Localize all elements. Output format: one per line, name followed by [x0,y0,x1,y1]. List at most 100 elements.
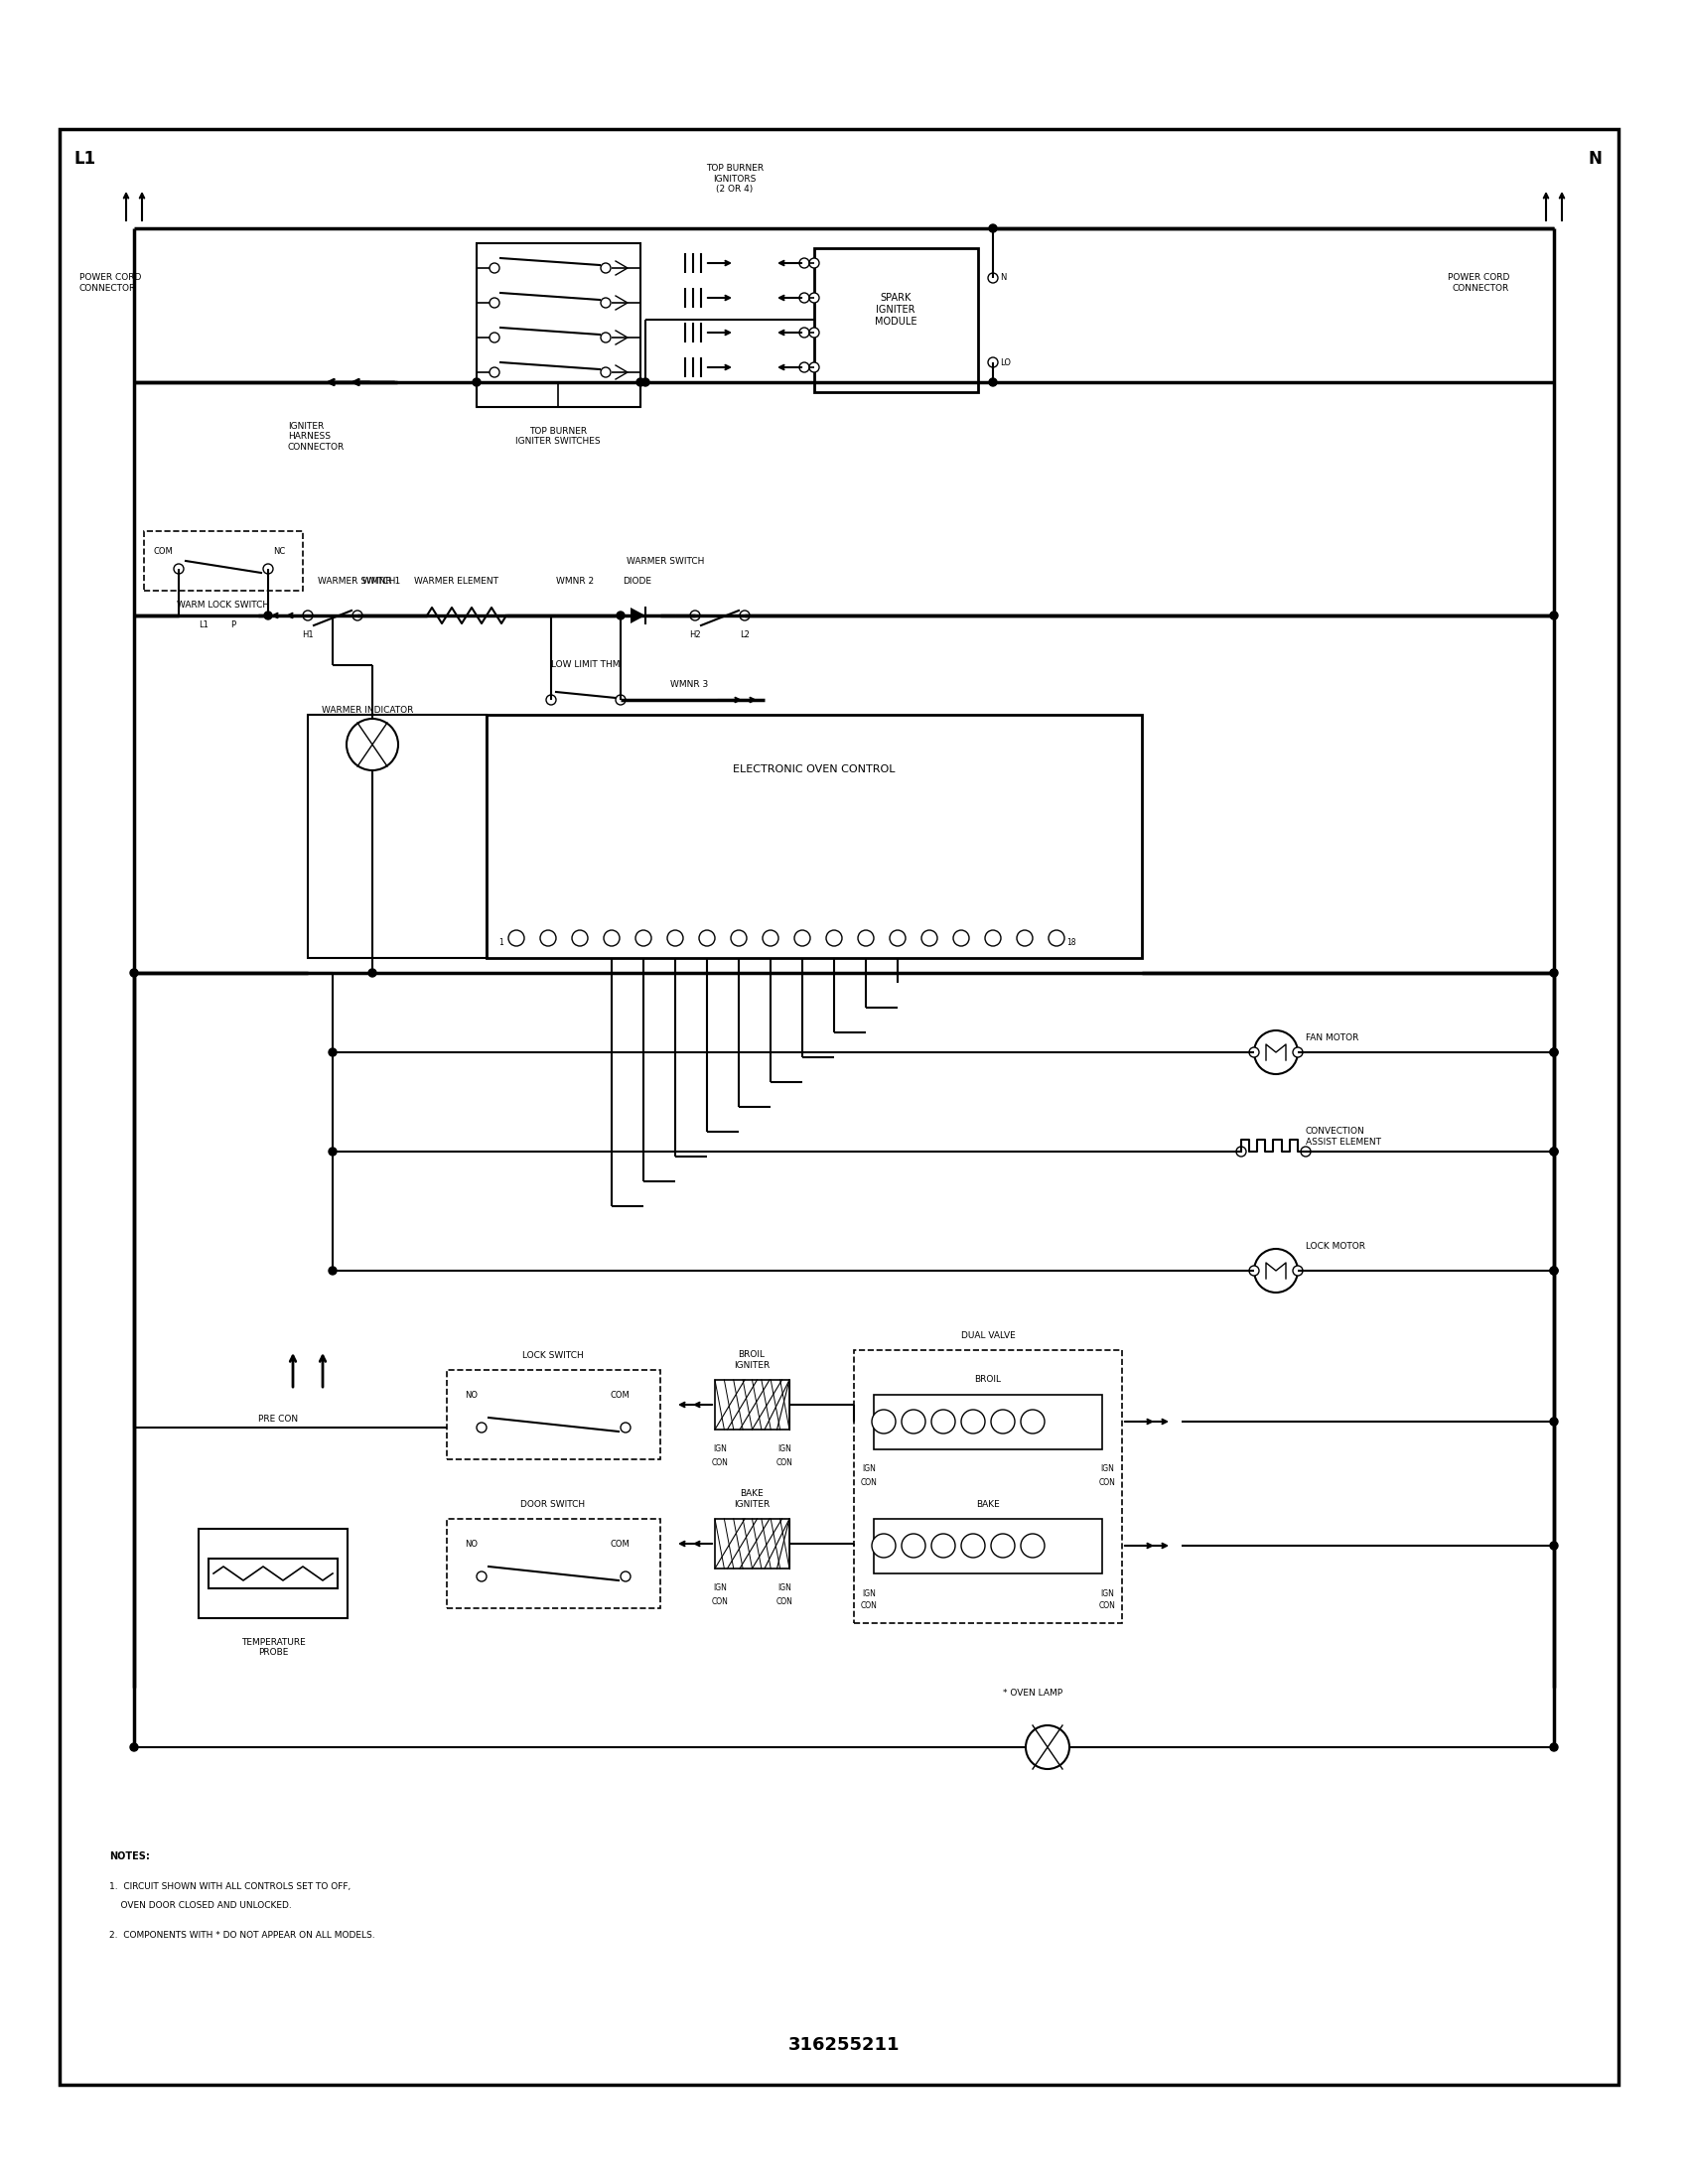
Text: IGN: IGN [712,1446,728,1455]
Circle shape [616,695,626,705]
Circle shape [329,1147,336,1155]
Circle shape [1293,1267,1303,1275]
Text: P: P [231,620,236,629]
Circle shape [621,1572,631,1581]
Text: LOCK SWITCH: LOCK SWITCH [522,1350,584,1358]
Circle shape [800,258,809,269]
Bar [814,249,977,393]
Circle shape [601,332,611,343]
Text: DUAL VALVE: DUAL VALVE [960,1330,1014,1339]
Circle shape [1026,1725,1070,1769]
Circle shape [901,1533,925,1557]
Text: LO: LO [999,358,1011,367]
Bar [486,714,1141,959]
Circle shape [1550,1267,1558,1275]
Text: 2.  COMPONENTS WITH * DO NOT APPEAR ON ALL MODELS.: 2. COMPONENTS WITH * DO NOT APPEAR ON AL… [110,1931,375,1939]
Text: OVEN DOOR CLOSED AND UNLOCKED.: OVEN DOOR CLOSED AND UNLOCKED. [110,1902,292,1911]
Circle shape [1293,1048,1303,1057]
Circle shape [368,970,376,976]
Text: CONVECTION
ASSIST ELEMENT: CONVECTION ASSIST ELEMENT [1307,1127,1381,1147]
Circle shape [130,970,138,976]
Bar [143,531,302,590]
Circle shape [763,930,778,946]
Bar [874,1396,1102,1450]
Text: CON: CON [776,1459,793,1468]
Text: IGN: IGN [778,1583,792,1592]
Circle shape [263,563,273,574]
Circle shape [1550,1048,1558,1057]
Text: H2: H2 [689,631,701,640]
Circle shape [616,612,625,620]
Text: N: N [999,273,1006,282]
Text: POWER CORD
CONNECTOR: POWER CORD CONNECTOR [1447,273,1509,293]
Bar [209,1559,338,1588]
Text: WMNR 2: WMNR 2 [555,577,594,585]
Circle shape [490,332,500,343]
Text: DOOR SWITCH: DOOR SWITCH [520,1500,586,1509]
Circle shape [932,1533,955,1557]
Circle shape [800,328,809,339]
Text: CON: CON [861,1479,878,1487]
Text: IGN: IGN [863,1465,876,1474]
Circle shape [858,930,874,946]
Text: FAN MOTOR: FAN MOTOR [1307,1033,1359,1042]
Circle shape [604,930,619,946]
Circle shape [1550,1147,1558,1155]
Text: BROIL: BROIL [974,1376,1001,1385]
Circle shape [1021,1533,1045,1557]
Circle shape [987,273,998,284]
Text: NOTES:: NOTES: [110,1852,150,1861]
Text: WMNR 3: WMNR 3 [670,681,709,690]
Circle shape [353,612,363,620]
Circle shape [800,363,809,371]
Circle shape [490,297,500,308]
Bar [874,1518,1102,1572]
Circle shape [922,930,937,946]
Text: IGN: IGN [712,1583,728,1592]
Text: NO: NO [466,1391,478,1400]
Text: WARMER ELEMENT: WARMER ELEMENT [415,577,500,585]
Text: COM: COM [611,1391,630,1400]
Text: SPARK
IGNITER
MODULE: SPARK IGNITER MODULE [874,293,917,325]
Circle shape [871,1409,896,1433]
Text: 1: 1 [500,939,503,948]
Circle shape [508,930,525,946]
Circle shape [987,358,998,367]
Circle shape [1550,1267,1558,1275]
Text: H1: H1 [302,631,314,640]
Text: * OVEN LAMP: * OVEN LAMP [1003,1688,1062,1697]
Text: L1: L1 [74,151,96,168]
Text: 18: 18 [1067,939,1075,948]
Bar [716,1380,790,1431]
Bar [716,1518,790,1568]
Circle shape [302,612,312,620]
Circle shape [346,719,398,771]
Text: L2: L2 [739,631,749,640]
Circle shape [890,930,905,946]
Text: TOP BURNER
IGNITORS
(2 OR 4): TOP BURNER IGNITORS (2 OR 4) [706,164,763,194]
Circle shape [473,378,481,387]
Circle shape [601,262,611,273]
Bar [307,714,486,959]
Circle shape [601,367,611,378]
Circle shape [986,930,1001,946]
Circle shape [1021,1409,1045,1433]
Text: TOP BURNER
IGNITER SWITCHES: TOP BURNER IGNITER SWITCHES [515,426,601,446]
Text: WARMER SWITCH: WARMER SWITCH [317,577,395,585]
Text: DIODE: DIODE [623,577,652,585]
Text: IGN: IGN [863,1590,876,1599]
Text: TEMPERATURE
PROBE: TEMPERATURE PROBE [241,1638,306,1658]
Text: BROIL
IGNITER: BROIL IGNITER [734,1350,770,1369]
Circle shape [795,930,810,946]
Circle shape [174,563,184,574]
Circle shape [1249,1267,1259,1275]
Circle shape [636,378,645,387]
Text: IGNITER
HARNESS
CONNECTOR: IGNITER HARNESS CONNECTOR [289,422,344,452]
Bar [447,1369,660,1459]
Circle shape [1249,1048,1259,1057]
Text: WARM LOCK SWITCH: WARM LOCK SWITCH [177,601,270,609]
Circle shape [1254,1031,1298,1075]
Text: POWER CORD
CONNECTOR: POWER CORD CONNECTOR [79,273,142,293]
Circle shape [572,930,587,946]
Circle shape [1254,1249,1298,1293]
